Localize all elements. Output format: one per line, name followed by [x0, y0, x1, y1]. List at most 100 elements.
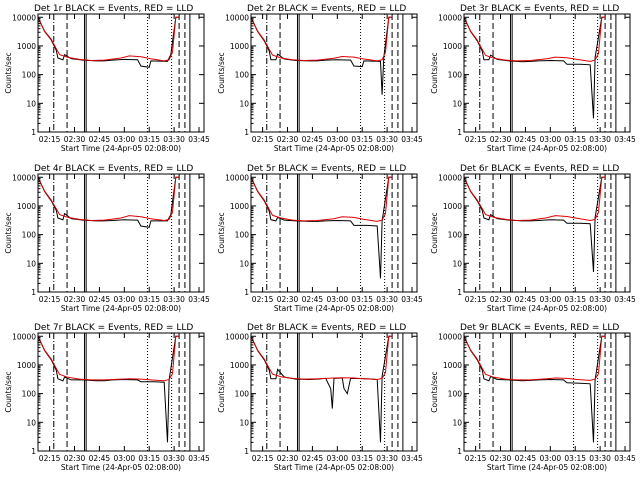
x-axis-label: Start Time (24-Apr-05 02:08:00) [487, 463, 607, 472]
panel-3: Det 3r BLACK = Events, RED = LLD 1 10 100 10… [430, 4, 636, 153]
x-tick-label: 02:30 [277, 135, 299, 144]
y-axis-label: Counts/sec [430, 52, 439, 93]
x-tick-label: 02:15 [252, 135, 274, 144]
x-tick-label: 02:45 [302, 295, 324, 304]
x-tick-label: 03:15 [564, 295, 586, 304]
x-tick-label: 03:30 [589, 295, 611, 304]
x-tick-label: 03:30 [163, 454, 185, 463]
x-tick-label: 02:45 [302, 454, 324, 463]
x-tick-label: 02:45 [515, 135, 537, 144]
y-tick-label: 1000 [17, 42, 36, 51]
events-series-line [463, 176, 606, 273]
x-tick-label: 03:45 [614, 454, 636, 463]
events-series-line [37, 176, 180, 228]
y-tick-label: 1 [31, 447, 36, 456]
y-tick-label: 100 [448, 231, 463, 240]
y-tick-label: 10 [239, 259, 249, 268]
x-tick-label: 02:15 [39, 295, 61, 304]
events-series-line [250, 16, 393, 95]
y-tick-label: 1000 [443, 42, 462, 51]
y-tick-label: 10 [26, 99, 36, 108]
y-tick-label: 100 [235, 390, 250, 399]
y-tick-label: 1 [244, 288, 249, 297]
panel-9: Det 9r BLACK = Events, RED = LLD 1 10 100 10… [430, 323, 636, 472]
lld-series-line [250, 335, 393, 381]
x-tick-label: 02:45 [515, 454, 537, 463]
y-tick-label: 1000 [443, 202, 462, 211]
x-tick-label: 02:15 [39, 135, 61, 144]
x-tick-label: 03:45 [401, 135, 423, 144]
x-tick-label: 03:00 [114, 135, 136, 144]
y-axis-label: Counts/sec [430, 212, 439, 253]
x-tick-label: 03:15 [138, 295, 160, 304]
plot-frame [250, 173, 418, 293]
y-axis-label: Counts/sec [4, 371, 13, 412]
y-tick-label: 10000 [438, 13, 462, 22]
x-tick-label: 03:00 [114, 295, 136, 304]
panel-title: Det 7r BLACK = Events, RED = LLD [34, 323, 193, 333]
y-axis-label: Counts/sec [430, 371, 439, 412]
x-tick-label: 02:30 [64, 454, 86, 463]
x-tick-label: 02:15 [252, 295, 274, 304]
y-tick-label: 1000 [17, 202, 36, 211]
x-tick-label: 02:30 [64, 135, 86, 144]
x-tick-label: 03:00 [540, 295, 562, 304]
panel-4: Det 4r BLACK = Events, RED = LLD 1 10 100 10… [4, 164, 210, 313]
x-tick-label: 03:00 [327, 295, 349, 304]
plot-frame [37, 13, 205, 133]
y-tick-label: 1 [31, 288, 36, 297]
y-tick-label: 100 [22, 231, 37, 240]
x-tick-label: 03:45 [401, 454, 423, 463]
y-axis-label: Counts/sec [4, 52, 13, 93]
x-axis-label: Start Time (24-Apr-05 02:08:00) [487, 144, 607, 153]
y-tick-label: 10 [239, 418, 249, 427]
panel-title: Det 3r BLACK = Events, RED = LLD [460, 4, 619, 14]
y-axis-label: Counts/sec [4, 212, 13, 253]
y-tick-label: 100 [22, 390, 37, 399]
x-tick-label: 03:00 [540, 135, 562, 144]
x-tick-label: 03:15 [564, 135, 586, 144]
lld-series-line [250, 176, 393, 222]
y-tick-label: 10000 [438, 332, 462, 341]
x-axis-label: Start Time (24-Apr-05 02:08:00) [61, 304, 181, 313]
panel-title: Det 8r BLACK = Events, RED = LLD [247, 323, 406, 333]
panel-7: Det 7r BLACK = Events, RED = LLD 1 10 100 10… [4, 323, 210, 472]
events-series-line [37, 16, 180, 68]
x-tick-label: 02:15 [465, 454, 487, 463]
x-tick-label: 02:45 [89, 295, 111, 304]
x-tick-label: 02:45 [515, 295, 537, 304]
panel-6: Det 6r BLACK = Events, RED = LLD 1 10 100 10… [430, 164, 636, 313]
panel-2: Det 2r BLACK = Events, RED = LLD 1 10 100 10… [217, 4, 423, 153]
x-tick-label: 02:30 [277, 295, 299, 304]
events-series-line [250, 335, 393, 443]
x-tick-label: 03:45 [188, 454, 210, 463]
y-tick-label: 10000 [438, 173, 462, 182]
x-tick-label: 02:15 [39, 454, 61, 463]
plot-frame [463, 13, 631, 133]
x-tick-label: 03:30 [163, 295, 185, 304]
x-axis-label: Start Time (24-Apr-05 02:08:00) [274, 304, 394, 313]
x-tick-label: 03:30 [163, 135, 185, 144]
lld-series-line [463, 335, 606, 381]
panel-title: Det 6r BLACK = Events, RED = LLD [460, 164, 619, 174]
x-tick-label: 03:30 [376, 454, 398, 463]
x-tick-label: 02:30 [64, 295, 86, 304]
x-tick-label: 03:30 [589, 454, 611, 463]
x-tick-label: 03:45 [401, 295, 423, 304]
x-axis-label: Start Time (24-Apr-05 02:08:00) [61, 144, 181, 153]
plot-frame [250, 13, 418, 133]
plot-frame [250, 332, 418, 452]
x-tick-label: 03:00 [327, 454, 349, 463]
lld-series-line [250, 16, 393, 62]
y-tick-label: 1000 [17, 361, 36, 370]
y-tick-label: 10000 [12, 13, 36, 22]
y-tick-label: 1000 [230, 42, 249, 51]
x-tick-label: 03:00 [114, 454, 136, 463]
lld-series-line [37, 176, 180, 222]
panel-1: Det 1r BLACK = Events, RED = LLD 1 10 100 10… [4, 4, 210, 153]
panel-title: Det 2r BLACK = Events, RED = LLD [247, 4, 406, 14]
y-tick-label: 1 [457, 128, 462, 137]
y-axis-label: Counts/sec [217, 52, 226, 93]
x-tick-label: 03:15 [138, 454, 160, 463]
y-tick-label: 10000 [12, 173, 36, 182]
